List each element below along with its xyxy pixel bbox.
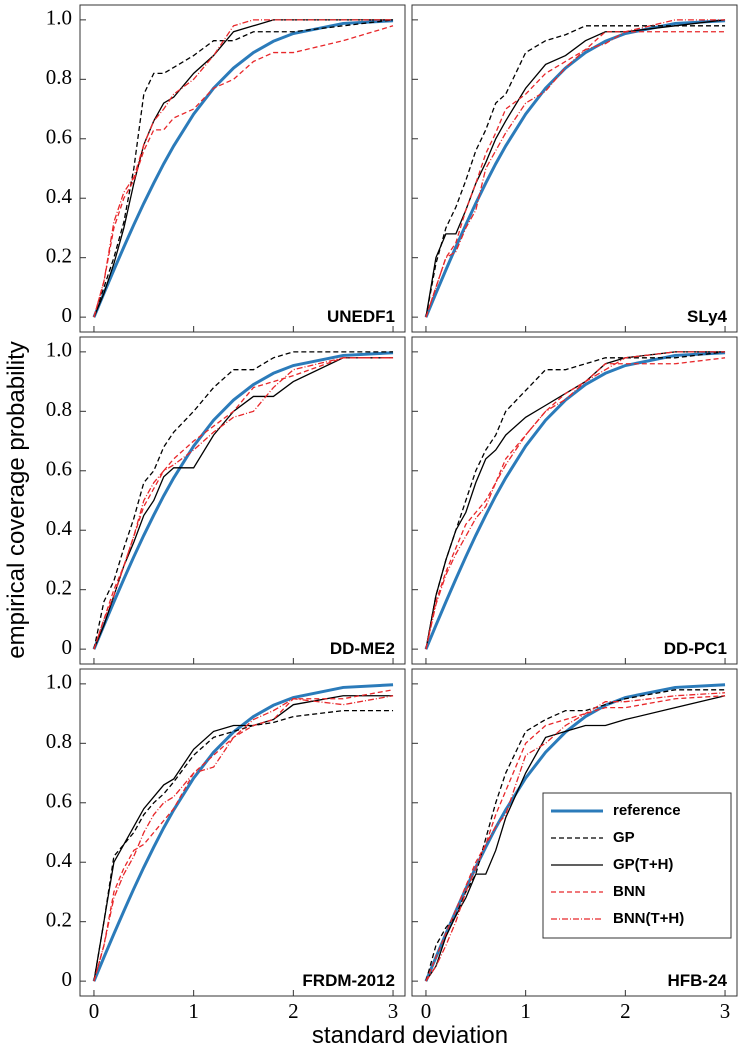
panel-title: DD-ME2 xyxy=(330,639,395,658)
y-tick-label: 1.0 xyxy=(46,6,72,30)
series-line xyxy=(425,19,726,318)
series-line xyxy=(425,19,726,318)
plot-frame xyxy=(411,336,738,665)
y-tick-label: 0.6 xyxy=(46,789,72,813)
series-line xyxy=(93,357,394,650)
plot-frame xyxy=(79,336,406,665)
y-tick-label: 0.2 xyxy=(46,575,72,599)
plot-frame xyxy=(411,668,738,997)
series-line xyxy=(93,19,394,318)
y-tick-label: 0.2 xyxy=(46,243,72,267)
series-line xyxy=(93,695,394,982)
series-line xyxy=(425,351,726,650)
y-tick-label: 0.2 xyxy=(46,907,72,931)
series-line xyxy=(425,25,726,318)
series-line xyxy=(424,19,726,318)
series-line xyxy=(92,19,394,318)
panel-title: FRDM-2012 xyxy=(302,971,395,990)
x-tick-label: 2 xyxy=(288,999,299,1023)
x-tick-label: 1 xyxy=(188,999,199,1023)
plot-frame xyxy=(411,4,738,333)
series-line xyxy=(425,31,726,318)
series-line xyxy=(424,351,726,650)
x-tick-label: 0 xyxy=(89,999,100,1023)
y-tick-label: 0 xyxy=(62,967,73,991)
panel-title: UNEDF1 xyxy=(327,307,395,326)
legend-label: BNN(T+H) xyxy=(613,910,684,927)
series-line xyxy=(425,357,726,650)
x-axis-label: standard deviation xyxy=(312,1022,508,1049)
y-tick-label: 0.8 xyxy=(46,397,72,421)
y-tick-label: 0 xyxy=(62,303,73,327)
x-tick-label: 2 xyxy=(620,999,631,1023)
series-line xyxy=(93,19,394,318)
plot-frame xyxy=(79,668,406,997)
series-line xyxy=(93,709,394,982)
legend-label: BNN xyxy=(613,883,646,900)
y-tick-label: 0.8 xyxy=(46,729,72,753)
series-line xyxy=(425,692,726,982)
series-line xyxy=(425,351,726,650)
y-tick-label: 0.4 xyxy=(46,184,73,208)
series-line xyxy=(93,357,394,650)
series-line xyxy=(93,689,394,982)
series-line xyxy=(93,25,394,318)
x-tick-label: 3 xyxy=(388,999,399,1023)
y-tick-label: 0.4 xyxy=(46,516,73,540)
series-line xyxy=(92,683,394,982)
series-line xyxy=(93,351,394,650)
plot-frame xyxy=(79,4,406,333)
series-line xyxy=(92,351,394,650)
y-tick-label: 0.4 xyxy=(46,848,73,872)
panel-title: DD-PC1 xyxy=(664,639,727,658)
series-line xyxy=(93,357,394,650)
y-tick-label: 1.0 xyxy=(46,670,72,694)
legend-label: GP xyxy=(613,829,635,846)
y-tick-label: 0.6 xyxy=(46,457,72,481)
series-line xyxy=(93,695,394,982)
legend-label: reference xyxy=(613,802,681,819)
x-tick-label: 1 xyxy=(520,999,531,1023)
series-line xyxy=(425,695,726,982)
legend-label: GP(T+H) xyxy=(613,856,673,873)
series-line xyxy=(425,351,726,650)
series-line xyxy=(93,19,394,318)
y-axis-label: empirical coverage probability xyxy=(3,341,30,658)
y-tick-label: 1.0 xyxy=(46,338,72,362)
series-line xyxy=(425,695,726,982)
panel-title: SLy4 xyxy=(687,307,728,326)
panel-title: HFB-24 xyxy=(667,971,727,990)
series-line xyxy=(425,689,726,982)
y-tick-label: 0.8 xyxy=(46,65,72,89)
x-tick-label: 3 xyxy=(720,999,731,1023)
x-tick-label: 0 xyxy=(421,999,432,1023)
y-tick-label: 0.6 xyxy=(46,125,72,149)
y-tick-label: 0 xyxy=(62,635,73,659)
